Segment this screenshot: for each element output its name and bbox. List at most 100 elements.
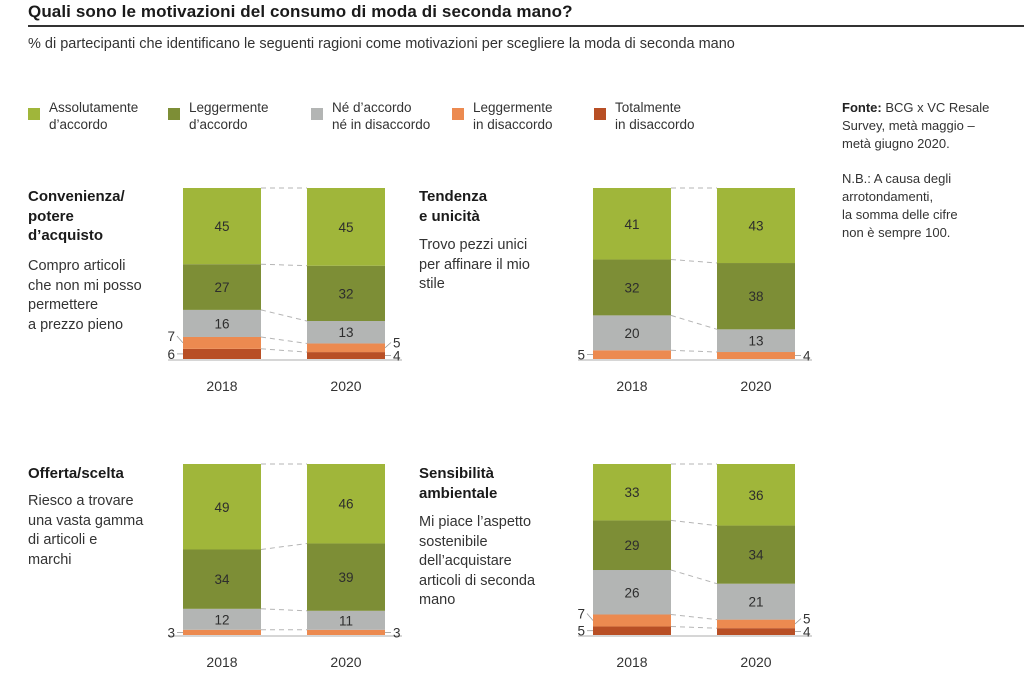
panel-title: Sensibilità ambientale bbox=[419, 465, 498, 502]
leader-line bbox=[176, 335, 184, 344]
data-label: 3 bbox=[167, 625, 175, 640]
data-label: 49 bbox=[214, 500, 229, 515]
connector-line bbox=[670, 349, 718, 353]
data-label: 26 bbox=[624, 585, 639, 600]
bar-segment bbox=[183, 336, 261, 349]
rounding-note: N.B.: A causa degli arrotondamenti, la s… bbox=[842, 171, 958, 240]
connector-line bbox=[260, 309, 308, 322]
bar-segment bbox=[593, 570, 671, 615]
bar-segment bbox=[717, 188, 795, 264]
category-label: 2018 bbox=[206, 378, 237, 394]
source-note: Fonte: BCG x VC Resale Survey, metà magg… bbox=[842, 99, 1022, 259]
data-label: 29 bbox=[624, 538, 639, 553]
data-label: 13 bbox=[338, 325, 353, 340]
bar-segment bbox=[307, 188, 385, 266]
category-label: 2018 bbox=[616, 654, 647, 670]
connector-line bbox=[670, 314, 718, 330]
bar-segment bbox=[183, 309, 261, 337]
legend-swatch bbox=[168, 108, 180, 120]
legend-swatch bbox=[452, 108, 464, 120]
bar-segment bbox=[593, 188, 671, 260]
data-label: 27 bbox=[214, 280, 229, 295]
category-label: 2020 bbox=[740, 654, 771, 670]
data-label: 7 bbox=[167, 329, 175, 344]
bar-segment bbox=[593, 626, 671, 635]
data-label: 3 bbox=[393, 625, 401, 640]
category-label: 2018 bbox=[206, 654, 237, 670]
data-label: 34 bbox=[748, 548, 764, 563]
panel-description: Mi piace l’aspetto sostenibile dell’acqu… bbox=[419, 514, 536, 608]
legend-label: Assolutamente d’accordo bbox=[49, 100, 139, 132]
bar-segment bbox=[307, 629, 385, 635]
bar-segment bbox=[593, 259, 671, 316]
leader-line bbox=[384, 342, 392, 349]
data-label: 12 bbox=[214, 612, 229, 627]
data-label: 11 bbox=[339, 613, 353, 628]
data-label: 16 bbox=[214, 316, 229, 331]
data-label: 36 bbox=[748, 488, 763, 503]
bar-segment bbox=[717, 352, 795, 359]
data-label: 34 bbox=[214, 572, 230, 587]
bar-segment bbox=[593, 315, 671, 351]
bar-segment bbox=[593, 464, 671, 521]
bar-segment bbox=[307, 265, 385, 321]
bar-segment bbox=[593, 350, 671, 359]
data-label: 5 bbox=[393, 336, 401, 351]
data-label: 39 bbox=[338, 570, 353, 585]
data-label: 7 bbox=[577, 607, 585, 622]
bar-segment bbox=[593, 520, 671, 571]
bar-segment bbox=[183, 608, 261, 630]
connector-line bbox=[260, 348, 308, 353]
bar-segment bbox=[717, 329, 795, 353]
bar-segment bbox=[183, 188, 261, 265]
data-label: 5 bbox=[577, 348, 585, 363]
data-label: 45 bbox=[214, 219, 229, 234]
data-label: 4 bbox=[803, 625, 811, 640]
bar-segment bbox=[307, 321, 385, 344]
data-label: 46 bbox=[338, 497, 353, 512]
data-label: 13 bbox=[748, 334, 763, 349]
bar-segment bbox=[183, 549, 261, 609]
panel-title: Tendenza e unicità bbox=[419, 188, 488, 225]
panel-description: Trovo pezzi unici per affinare il mio st… bbox=[419, 237, 530, 292]
connector-line bbox=[670, 626, 718, 629]
category-label: 2020 bbox=[330, 654, 361, 670]
panel-title: Convenienza/ potere d’acquisto bbox=[28, 188, 125, 244]
data-label: 32 bbox=[338, 286, 353, 301]
data-label: 6 bbox=[167, 347, 175, 362]
bar-segment bbox=[717, 464, 795, 526]
data-label: 32 bbox=[624, 281, 639, 296]
bar-segment bbox=[717, 628, 795, 635]
data-label: 4 bbox=[803, 349, 811, 364]
bar-segment bbox=[183, 264, 261, 310]
data-label: 20 bbox=[624, 326, 639, 341]
data-label: 41 bbox=[624, 217, 639, 232]
bar-segment bbox=[183, 348, 261, 359]
data-label: 38 bbox=[748, 289, 763, 304]
data-label: 5 bbox=[577, 624, 585, 639]
legend-label: Totalmente in disaccordo bbox=[615, 100, 695, 132]
bar-segment bbox=[593, 614, 671, 627]
page-subtitle: % di partecipanti che identificano le se… bbox=[28, 36, 735, 52]
bar-segment bbox=[307, 543, 385, 611]
connector-line bbox=[670, 569, 718, 585]
connector-line bbox=[260, 543, 308, 550]
category-label: 2020 bbox=[740, 378, 771, 394]
category-label: 2020 bbox=[330, 378, 361, 394]
source-label: Fonte: bbox=[842, 100, 882, 115]
connector-line bbox=[670, 259, 718, 264]
leader-line bbox=[586, 613, 594, 621]
panel-description: Riesco a trovare una vasta gamma di arti… bbox=[28, 493, 144, 568]
connector-line bbox=[670, 614, 718, 621]
bar-segment bbox=[717, 263, 795, 330]
legend-label: Leggermente d’accordo bbox=[189, 100, 269, 132]
source-value: BCG x VC Resale Survey, metà maggio – me… bbox=[842, 100, 990, 151]
bar-segment bbox=[717, 525, 795, 584]
legend-swatch bbox=[594, 108, 606, 120]
bar-segment bbox=[183, 629, 261, 635]
leader-line bbox=[794, 618, 802, 625]
bar-segment bbox=[307, 343, 385, 353]
